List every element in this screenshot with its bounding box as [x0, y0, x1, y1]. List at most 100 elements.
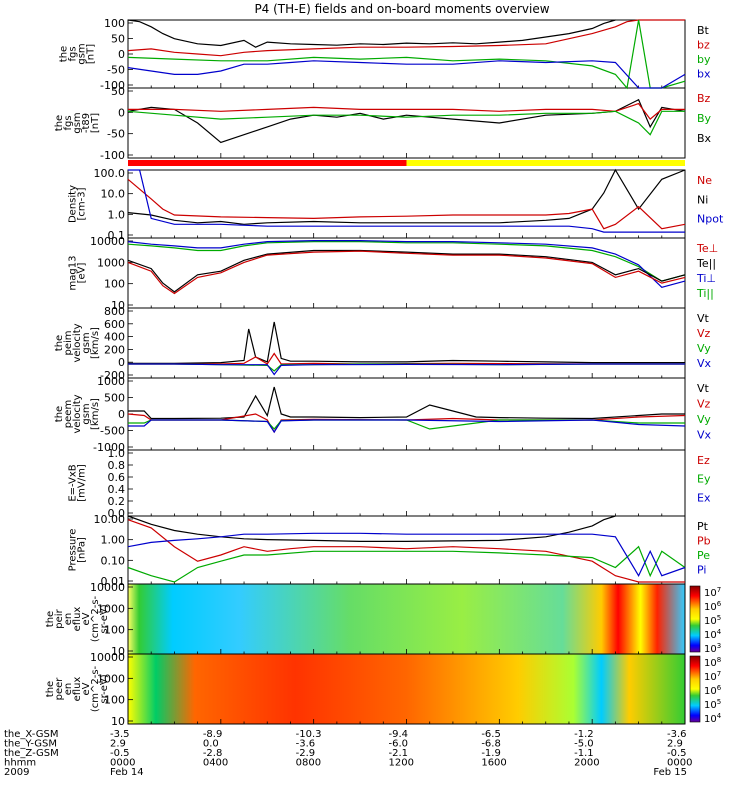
legend-entry: Ti⊥ [696, 272, 716, 285]
legend-entry: By [697, 112, 712, 125]
legend-entry: Bz [697, 92, 711, 105]
colorbar-peer [689, 655, 701, 723]
y-tick-label: -100 [100, 149, 125, 162]
y-tick-label: 100.0 [94, 167, 126, 180]
legend-entry: by [697, 53, 711, 66]
panel-frame-fgs [127, 19, 686, 89]
ephemeris-value: -10.3 [296, 729, 322, 740]
colorbar-label: 104 [704, 712, 722, 725]
panel-peem: 1000 500 0 -500 -1000 thepeemvelocitygsm[km/s… [54, 375, 712, 454]
legend-entry: Bt [697, 24, 710, 37]
y-tick-label: 0.2 [108, 495, 126, 508]
legend-entry: Vx [697, 357, 712, 370]
y-axis-label: thepeerenefluxeV(cm^2-s-sr-eV) [45, 665, 110, 712]
y-tick-label: 1000 [97, 602, 125, 615]
ephemeris-row-label: 2009 [4, 767, 29, 778]
ephemeris-value: Feb 14 [110, 767, 144, 778]
y-tick-label: 0 [118, 408, 125, 421]
series-fgs-bz [127, 19, 685, 57]
series-temp-Ti⊥ [127, 240, 686, 288]
ephemeris-value: -0.5 [110, 748, 130, 759]
series-temp-Te⊥ [127, 250, 686, 295]
y-tick-label: 600 [104, 318, 125, 331]
legend-entry: Vz [697, 327, 711, 340]
ephemeris-value: -2.1 [389, 748, 409, 759]
legend-entry: Npot [697, 213, 724, 226]
panel-density: 100.0 10.0 1.0 0.1 Density[cm-3] Ne Ni Npot [68, 167, 724, 242]
legend-entry: Ex [697, 491, 711, 504]
series-pressure-Pb [127, 519, 685, 583]
y-axis-label: thepeimvelocitygsm[km/s] [54, 323, 101, 362]
series-peim-Vx [128, 363, 685, 376]
panel-frame-peem [127, 377, 686, 451]
y-tick-label: 100 [104, 17, 125, 30]
ephemeris-value: -1.2 [574, 729, 594, 740]
y-tick-label: 1000 [97, 672, 125, 685]
series-peim-Vt [128, 321, 685, 364]
y-axis-label: thepeirenefluxeV(cm^2-s-sr-eV) [45, 595, 110, 642]
y-axis-label: Pressure[nPa] [68, 529, 88, 572]
y-tick-label: -200 [100, 369, 125, 382]
series-temp-Te|| [127, 249, 686, 293]
y-axis-label: thepeemvelocitygsm[km/s] [54, 394, 101, 433]
y-tick-label: 1.00 [101, 534, 126, 547]
series-temp-Ti|| [127, 241, 686, 282]
ephemeris-value: -3.6 [296, 739, 316, 750]
figure-title: P4 (TH-E) fields and on-board moments ov… [254, 2, 549, 16]
legend-entry: Vx [697, 429, 712, 442]
y-axis-label: E=-VxB[mV/m] [68, 464, 88, 502]
colorbar-peir [689, 585, 701, 653]
y-tick-label: 0.1 [108, 229, 126, 242]
ephemeris-row-label: the_X-GSM [4, 729, 58, 740]
y-tick-label: 50 [111, 33, 125, 46]
y-tick-label: 0.10 [101, 554, 126, 567]
panel-frame-peim [127, 307, 686, 379]
y-axis-label: Density[cm-3] [68, 185, 88, 223]
panel-efield: 1.00.80.60.40.20.0 E=-VxB[mV/m] Ez Ey Ex [68, 447, 711, 520]
ephemeris-value: 2.9 [110, 739, 126, 750]
series-pressure-Pt [127, 515, 616, 543]
colorbar-label: 104 [704, 628, 722, 641]
y-tick-label: 10000 [90, 581, 125, 594]
colorbar-label: 107 [704, 586, 721, 599]
series-density-Npot [128, 169, 685, 233]
series-fgs_t89-Bx [127, 98, 686, 144]
ephemeris-value: -1.1 [574, 748, 594, 759]
ephemeris-value: 0800 [296, 758, 321, 769]
y-axis-label: thefgsgsm-t89[nT] [54, 112, 101, 133]
legend-entry: Vt [697, 382, 710, 395]
legend-entry: Ti|| [696, 287, 714, 300]
legend-entry: bz [697, 39, 710, 52]
series-fgs-Bt [127, 19, 616, 48]
ephemeris-value: -6.8 [481, 739, 501, 750]
series-pressure-Pi [127, 532, 686, 577]
panel-frame-efield [127, 449, 686, 517]
legend-entry: Vz [697, 398, 711, 411]
y-tick-label: 1.0 [108, 447, 126, 460]
mode-bar-segment-1 [406, 160, 685, 166]
legend-entry: Te⊥ [696, 242, 718, 255]
legend-entry: Te|| [696, 257, 716, 270]
colorbar-label: 106 [704, 684, 722, 697]
ephemeris-value: 0000 [110, 758, 135, 769]
ephemeris-value: -2.9 [296, 748, 316, 759]
y-tick-label: 400 [104, 331, 125, 344]
y-tick-label: 0.6 [108, 471, 126, 484]
colorbar-label: 106 [704, 600, 722, 613]
legend-entry: Pt [697, 520, 709, 533]
y-tick-label: 800 [104, 305, 125, 318]
y-tick-label: 0 [118, 48, 125, 61]
legend-entry: Pi [697, 564, 706, 577]
ephemeris-value: 0.0 [203, 739, 219, 750]
legend-entry: Ni [697, 193, 708, 206]
y-tick-label: 0 [118, 106, 125, 119]
colorbar-label: 105 [704, 698, 721, 711]
ephemeris-row-label: the_Z-GSM [4, 748, 59, 759]
legend-entry: Vy [697, 413, 711, 426]
legend-entry: Pb [697, 535, 711, 548]
ephemeris-value: -6.5 [481, 729, 501, 740]
y-tick-label: 10.0 [101, 188, 126, 201]
y-tick-label: -50 [107, 128, 125, 141]
